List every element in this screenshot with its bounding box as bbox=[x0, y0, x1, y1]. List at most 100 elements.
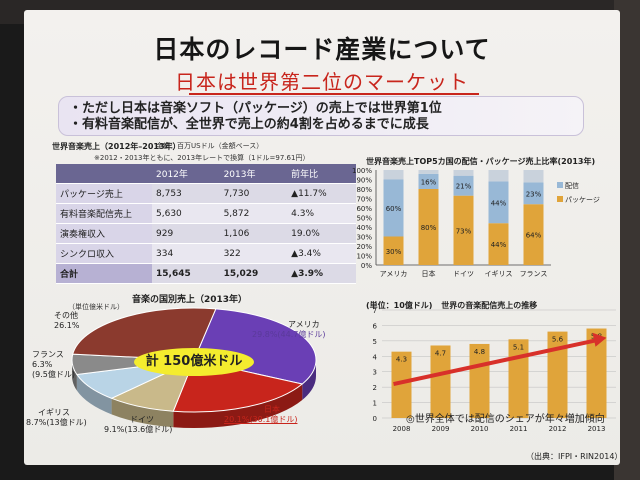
bar-segment-digital bbox=[488, 181, 509, 224]
bar bbox=[508, 339, 529, 418]
legend-swatch-digital bbox=[557, 182, 563, 188]
x-tick-label: アメリカ bbox=[380, 270, 408, 278]
bar-data-label: 21% bbox=[456, 183, 472, 191]
growth-annotation: ◎世界全体では配信のシェアが年々増加傾向 bbox=[406, 414, 605, 425]
cell-2013: 7,730 bbox=[219, 183, 288, 204]
pie-label-value: 8.7%(13億ドル) bbox=[26, 418, 87, 427]
bar-segment-other bbox=[383, 170, 404, 180]
subtitle-underline bbox=[189, 93, 479, 95]
legend-label-package: パッケージ bbox=[565, 196, 600, 204]
table-total-row: 合計 15,645 15,029 ▲3.9% bbox=[56, 263, 356, 284]
cell-change: ▲11.7% bbox=[287, 183, 356, 204]
bar-data-label: 4.3 bbox=[396, 356, 407, 364]
bar-segment-package bbox=[488, 223, 509, 265]
bar-data-label: 16% bbox=[421, 178, 437, 186]
row-label: 合計 bbox=[56, 263, 152, 284]
pie-slice-side bbox=[302, 360, 316, 400]
y-tick-label: 40% bbox=[356, 224, 372, 232]
bar-segment-digital bbox=[523, 182, 544, 205]
table-header-row: 2012年 2013年 前年比 bbox=[56, 164, 356, 184]
bar-data-label: 80% bbox=[421, 224, 437, 232]
x-tick-label: フランス bbox=[520, 270, 548, 278]
bullet-box: ・ただし日本は音楽ソフト（パッケージ）の売上では世界第1位 ・有料音楽配信が、全… bbox=[58, 96, 584, 136]
bar-segment-package bbox=[523, 204, 544, 265]
bar-data-label: 30% bbox=[386, 248, 402, 256]
cell-2012: 929 bbox=[152, 223, 220, 244]
bar-segment-other bbox=[523, 170, 544, 183]
y-tick-label: 20% bbox=[356, 243, 372, 251]
bar-data-label: 23% bbox=[526, 190, 542, 198]
pie-center-label: 計 150億米ドル bbox=[134, 348, 254, 376]
table-header-cell: 前年比 bbox=[287, 164, 356, 184]
pie-label-name: その他 bbox=[54, 311, 78, 320]
legend-swatch-package bbox=[557, 196, 563, 202]
x-tick-label: 2011 bbox=[510, 425, 528, 433]
y-tick-label: 80% bbox=[356, 186, 372, 194]
cell-2012: 5,630 bbox=[152, 203, 220, 224]
sales-table: 2012年 2013年 前年比 パッケージ売上 8,753 7,730 ▲11.… bbox=[56, 164, 356, 284]
trend-arrow-shaft bbox=[393, 337, 599, 387]
pie-label-value: 26.1% bbox=[54, 321, 80, 330]
pie-label-value: 29.8%(44.7億ドル) bbox=[252, 330, 326, 339]
y-tick-label: 90% bbox=[356, 177, 372, 185]
bar-data-label: 5.6 bbox=[552, 336, 564, 344]
bar-segment-package bbox=[418, 189, 439, 265]
cell-2013: 1,106 bbox=[219, 223, 288, 244]
x-tick-label: ドイツ bbox=[453, 270, 474, 278]
bar-segment-package bbox=[453, 195, 474, 265]
cell-2013: 5,872 bbox=[219, 203, 288, 224]
bar bbox=[547, 331, 568, 418]
pie-label-name: フランス bbox=[32, 350, 64, 359]
bar bbox=[586, 328, 607, 418]
trend-arrow-head bbox=[592, 332, 607, 347]
growth-title: 世界の音楽配信売上の推移 bbox=[441, 301, 538, 310]
pie-label-name: イギリス bbox=[38, 408, 70, 417]
bar-data-label: 44% bbox=[491, 199, 507, 207]
row-label: シンクロ収入 bbox=[56, 243, 152, 264]
stacked-chart-title: 世界音楽売上TOP5カ国の配信・パッケージ売上比率(2013年) bbox=[366, 157, 596, 166]
pie-label-france: フランス 6.3% (9.5億ドル) bbox=[32, 350, 75, 380]
bar-data-label: 5.8 bbox=[591, 333, 602, 341]
bar bbox=[469, 343, 490, 418]
slide-subtitle: 日本は世界第二位のマーケット bbox=[175, 70, 469, 94]
bar-data-label: 60% bbox=[386, 205, 402, 213]
table-row: パッケージ売上 8,753 7,730 ▲11.7% bbox=[56, 183, 356, 204]
y-tick-label: 30% bbox=[356, 234, 372, 242]
cell-2012: 8,753 bbox=[152, 183, 220, 204]
x-tick-label: イギリス bbox=[485, 270, 513, 278]
bar-data-label: 64% bbox=[526, 232, 542, 240]
table-header-cell bbox=[56, 164, 152, 184]
pie-label-value: 6.3% (9.5億ドル) bbox=[32, 360, 75, 379]
pie-label-name: 日本 bbox=[264, 405, 280, 414]
pie-label-uk: イギリス 8.7%(13億ドル) bbox=[26, 408, 87, 428]
bar-data-label: 4.7 bbox=[435, 349, 446, 357]
bar-segment-other bbox=[418, 170, 439, 174]
pie-label-name: ドイツ bbox=[130, 415, 154, 424]
slide-title: 日本のレコード産業について bbox=[153, 35, 491, 64]
y-tick-label: 50% bbox=[356, 215, 372, 223]
row-label: 有料音楽配信売上 bbox=[56, 203, 152, 224]
table-unit: 金額：百万USドル（金額ベース） bbox=[156, 142, 264, 150]
x-tick-label: 2009 bbox=[432, 425, 450, 433]
x-tick-label: 2012 bbox=[549, 425, 567, 433]
bar-segment-digital bbox=[453, 175, 474, 196]
pie-label-value: 9.1%(13.6億ドル) bbox=[104, 425, 173, 434]
table-row: 有料音楽配信売上 5,630 5,872 4.3% bbox=[56, 203, 356, 224]
row-label: 演奏権収入 bbox=[56, 223, 152, 244]
table-header-cell: 2012年 bbox=[152, 164, 220, 184]
bar-segment-other bbox=[488, 170, 509, 182]
bar-data-label: 5.1 bbox=[513, 343, 524, 351]
pie-unit-label: （単位億米ドル） bbox=[68, 303, 124, 311]
bar-segment-digital bbox=[418, 173, 439, 189]
table-header-cell: 2013年 bbox=[219, 164, 288, 184]
pie-label-other: その他 26.1% bbox=[54, 311, 79, 331]
table-row: シンクロ収入 334 322 ▲3.4% bbox=[56, 243, 356, 264]
legend-label-digital: 配信 bbox=[565, 181, 579, 190]
y-tick-label: 2 bbox=[373, 384, 377, 392]
y-tick-label: 10% bbox=[356, 253, 372, 261]
y-tick-label: 60% bbox=[356, 205, 372, 213]
growth-unit: (単位：10億ドル) bbox=[366, 301, 433, 310]
bar-segment-package bbox=[383, 236, 404, 265]
cell-2012: 15,645 bbox=[152, 263, 220, 284]
pie-label-japan: 日本 20.1%(30.1億ドル) bbox=[224, 405, 297, 425]
